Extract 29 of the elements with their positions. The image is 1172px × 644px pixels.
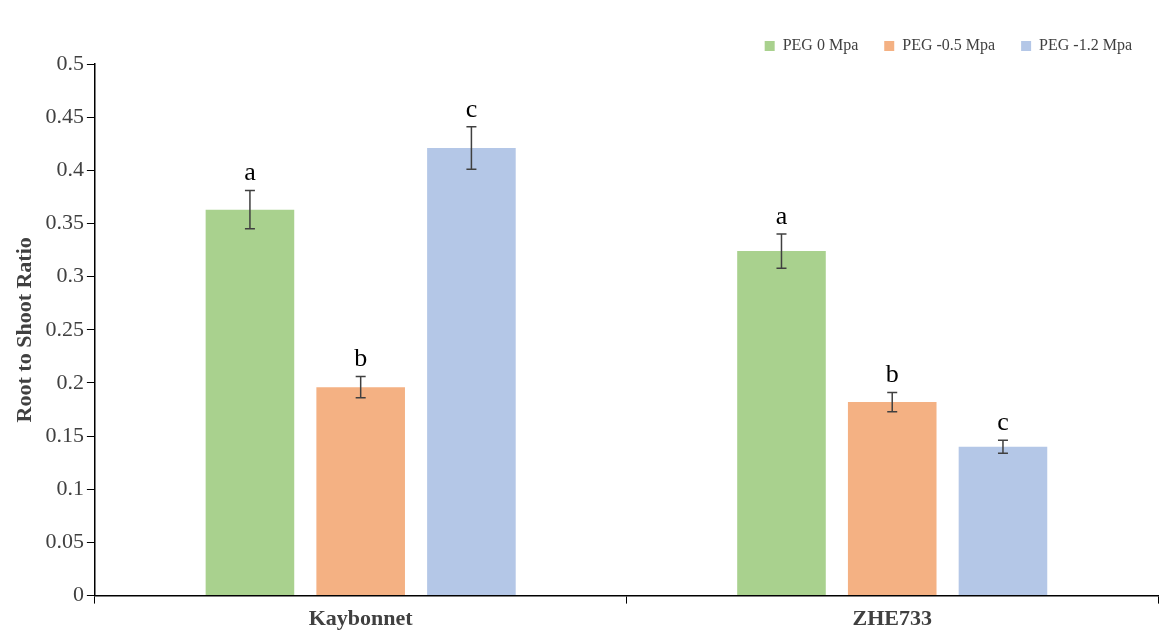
bar <box>737 251 826 596</box>
data-label: c <box>997 407 1009 437</box>
y-tick-label: 0 <box>72 581 84 607</box>
y-tick-label: 0.4 <box>56 156 84 182</box>
data-label: a <box>244 157 257 187</box>
y-tick-label: 0.05 <box>45 528 84 554</box>
y-tick-label: 0.15 <box>45 421 84 447</box>
data-label: a <box>775 200 788 230</box>
legend-label: PEG -0.5 Mpa <box>902 36 996 55</box>
x-tick-label: ZHE733 <box>852 605 932 631</box>
y-tick-label: 0.45 <box>45 102 84 128</box>
y-tick-label: 0.3 <box>56 262 84 288</box>
bar <box>847 402 937 596</box>
bar <box>316 387 405 596</box>
data-label: b <box>354 343 368 373</box>
y-tick-label: 0.2 <box>56 368 84 394</box>
bar <box>427 147 516 596</box>
bar <box>205 209 295 596</box>
data-label: b <box>885 359 899 389</box>
y-tick-label: 0.35 <box>45 209 84 235</box>
legend-label: PEG -1.2 Mpa <box>1039 36 1133 55</box>
data-label: c <box>465 93 478 123</box>
y-tick-label: 0.5 <box>56 49 84 75</box>
bar <box>958 446 1048 596</box>
y-tick-label: 0.25 <box>45 315 84 341</box>
y-axis-title: Root to Shoot Ratio <box>10 237 36 423</box>
y-tick-label: 0.1 <box>56 475 84 501</box>
x-tick-label: Kaybonnet <box>308 605 414 631</box>
legend-label: PEG 0 Mpa <box>782 36 859 55</box>
